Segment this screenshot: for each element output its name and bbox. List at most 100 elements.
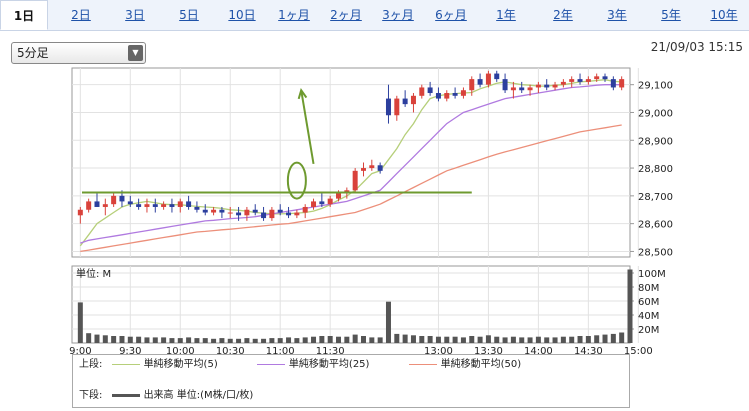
legend-lower-row: 下段: 出来高 単位:(M株/口/枚) [79,388,253,404]
volume-bar [86,333,92,343]
volume-bar [302,337,308,343]
volume-bar [219,338,225,343]
tab-9[interactable]: 1年 [496,8,516,22]
price-ytick-label: 28,600 [638,220,673,231]
volume-bar [435,336,441,343]
candle [261,212,267,219]
chevron-down-icon[interactable]: ▼ [128,45,143,61]
x-tick-label: 10:30 [216,346,245,357]
volume-bar [369,337,375,343]
candle [585,79,591,82]
volume-bar [460,337,466,343]
candle [136,204,142,207]
candle [152,204,158,207]
volume-panel [71,265,631,344]
volume-bar [252,338,258,343]
volume-bar [577,336,583,343]
price-ytick-label: 28,700 [638,192,673,203]
volume-bar [419,336,425,343]
volume-bar [344,336,350,343]
candle [77,209,83,216]
volume-bar [377,337,383,343]
volume-bar [560,336,566,343]
candle [144,204,150,207]
x-tick-label: 15:00 [624,346,653,357]
volume-bar [144,337,150,343]
volume-bar [602,334,608,343]
candle [519,87,525,91]
candle [211,209,217,213]
tab-2[interactable]: 3日 [125,8,145,22]
candle [302,206,308,213]
volume-bar [161,337,167,343]
volume-bar [585,336,591,343]
tab-3[interactable]: 5日 [179,8,199,22]
volume-ytick-label: 20M [638,325,659,336]
volume-bar [510,336,516,343]
candle [377,165,383,171]
tab-8[interactable]: 6ヶ月 [435,8,467,22]
candle [311,201,317,207]
candle [177,201,183,207]
candle [319,201,325,205]
candle [502,79,508,91]
volume-bar [211,338,217,343]
volume-bar [77,302,83,343]
volume-bar [152,337,158,343]
annotation-ellipse [286,161,307,200]
candle [419,87,425,96]
timestamp: 21/09/03 15:15 [650,40,743,54]
volume-bar [544,337,550,343]
tab-0[interactable]: 1日 [0,0,48,30]
legend-ma50-text: 単純移動平均(50) [440,359,522,370]
candle [544,84,550,88]
candle [369,165,375,169]
candle [410,95,416,105]
volume-bar [352,334,358,343]
volume-bar [469,336,475,343]
ma-line-1 [80,84,622,244]
candle [427,87,433,94]
candle [352,170,358,191]
candle [202,209,208,213]
legend-ma5-text: 単純移動平均(5) [143,359,218,370]
tab-13[interactable]: 10年 [710,8,738,22]
candle [194,206,200,210]
volume-bar [327,336,333,343]
volume-bar [202,338,208,343]
candle [535,84,541,88]
volume-bar [186,337,192,343]
candle [494,73,500,80]
tab-4[interactable]: 10日 [228,8,256,22]
volume-bar [194,338,200,343]
period-tabs: 1日 2日 3日 5日 10日 1ヶ月 2ヶ月 3ヶ月 6ヶ月 1年 2年 3年 5年 10年 [0,0,749,31]
tab-1[interactable]: 2日 [71,8,91,22]
x-tick-label: 13:30 [474,346,503,357]
legend-ma50-swatch [408,363,437,365]
volume-bar [127,336,133,343]
x-tick-label: 14:00 [524,346,553,357]
volume-bar [402,334,408,343]
tab-5[interactable]: 1ヶ月 [278,8,310,22]
candle [435,93,441,99]
volume-bar [227,338,233,343]
candle [360,168,366,171]
volume-bar [119,336,125,343]
tab-11[interactable]: 3年 [607,8,627,22]
x-tick-label: 13:00 [424,346,453,357]
interval-select[interactable]: 5分足 ▼ [11,42,146,64]
candle [602,76,608,80]
candle [527,87,533,91]
volume-bar [360,336,366,343]
volume-bar [261,338,267,343]
volume-bar [535,336,541,343]
tab-10[interactable]: 2年 [553,8,573,22]
volume-bar [236,338,242,343]
interval-select-value: 5分足 [17,46,49,60]
tab-6[interactable]: 2ヶ月 [330,8,362,22]
tab-7[interactable]: 3ヶ月 [382,8,414,22]
candle [286,212,292,216]
volume-bar [619,332,625,343]
tab-12[interactable]: 5年 [661,8,681,22]
candle [444,93,450,99]
